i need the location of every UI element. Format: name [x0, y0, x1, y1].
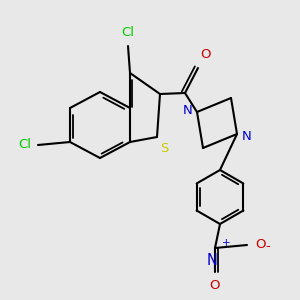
Text: O: O: [255, 238, 266, 251]
Text: S: S: [160, 142, 168, 155]
Text: +: +: [222, 238, 231, 248]
Text: N: N: [207, 253, 218, 268]
Text: N: N: [242, 130, 252, 142]
Text: -: -: [265, 240, 270, 253]
Text: O: O: [210, 279, 220, 292]
Text: N: N: [182, 103, 192, 116]
Text: O: O: [200, 48, 211, 61]
Text: Cl: Cl: [18, 139, 31, 152]
Text: Cl: Cl: [122, 26, 134, 39]
